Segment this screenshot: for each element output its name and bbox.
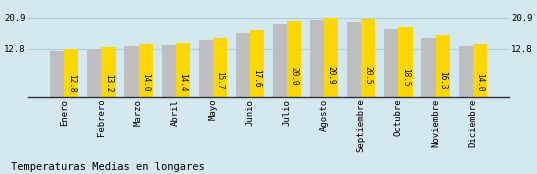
- Bar: [236, 33, 250, 97]
- Bar: [287, 21, 301, 97]
- Text: 20.5: 20.5: [364, 66, 373, 85]
- Bar: [213, 38, 227, 97]
- Text: 20.0: 20.0: [289, 67, 299, 85]
- Text: 16.3: 16.3: [438, 71, 447, 89]
- Text: 12.8: 12.8: [67, 74, 76, 93]
- Bar: [162, 45, 176, 97]
- Bar: [199, 40, 213, 97]
- Bar: [101, 47, 115, 97]
- Bar: [50, 51, 64, 97]
- Bar: [459, 46, 473, 97]
- Bar: [398, 27, 412, 97]
- Text: 14.0: 14.0: [475, 73, 484, 92]
- Bar: [139, 44, 153, 97]
- Bar: [310, 20, 324, 97]
- Text: 14.4: 14.4: [178, 73, 187, 91]
- Bar: [125, 46, 139, 97]
- Bar: [64, 49, 78, 97]
- Bar: [347, 22, 361, 97]
- Text: 15.7: 15.7: [215, 71, 224, 90]
- Text: 18.5: 18.5: [401, 68, 410, 87]
- Text: Temperaturas Medias en longares: Temperaturas Medias en longares: [11, 162, 205, 172]
- Bar: [422, 38, 436, 97]
- Bar: [324, 18, 338, 97]
- Bar: [473, 44, 487, 97]
- Bar: [384, 29, 398, 97]
- Text: 17.6: 17.6: [252, 69, 262, 88]
- Bar: [361, 19, 375, 97]
- Text: 20.9: 20.9: [326, 66, 336, 84]
- Bar: [436, 35, 449, 97]
- Bar: [250, 30, 264, 97]
- Bar: [88, 49, 101, 97]
- Text: 14.0: 14.0: [141, 73, 150, 92]
- Bar: [176, 43, 190, 97]
- Bar: [273, 23, 287, 97]
- Text: 13.2: 13.2: [104, 74, 113, 93]
